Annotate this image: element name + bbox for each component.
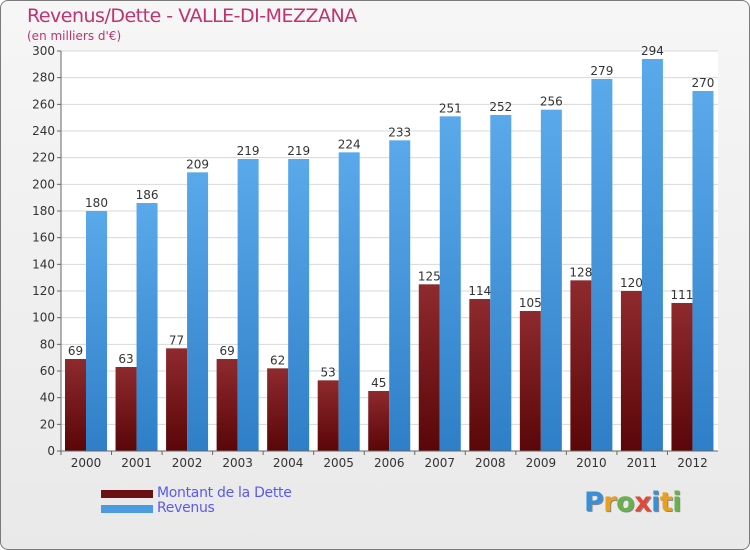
- bar-dette: [267, 368, 289, 451]
- legend-label-debt: Montant de la Dette: [157, 485, 292, 501]
- y-tick-label: 60: [40, 364, 55, 378]
- y-tick-label: 240: [32, 124, 55, 138]
- data-label: 120: [620, 276, 643, 290]
- y-tick-label: 260: [32, 97, 55, 111]
- data-label: 251: [439, 101, 462, 115]
- bar-dette: [65, 359, 86, 451]
- x-tick-label: 2008: [475, 456, 506, 470]
- y-tick-label: 0: [47, 444, 55, 458]
- x-tick-label: 2007: [424, 456, 455, 470]
- data-label: 294: [641, 44, 664, 58]
- data-label: 270: [692, 76, 715, 90]
- logo-letter: P: [584, 487, 604, 518]
- data-label: 69: [68, 344, 83, 358]
- x-tick-label: 2002: [172, 456, 203, 470]
- data-label: 45: [371, 376, 386, 390]
- data-label: 128: [569, 265, 592, 279]
- y-tick-label: 180: [32, 204, 55, 218]
- x-tick-label: 2005: [323, 456, 354, 470]
- y-tick-label: 300: [32, 44, 55, 58]
- bar-dette: [418, 284, 440, 451]
- data-label: 219: [237, 144, 260, 158]
- data-label: 125: [418, 269, 441, 283]
- x-tick-label: 2003: [222, 456, 253, 470]
- bar-revenus: [338, 152, 360, 452]
- bar-revenus: [237, 159, 259, 451]
- data-label: 252: [489, 100, 512, 114]
- y-tick-label: 20: [40, 417, 55, 431]
- bar-revenus: [591, 79, 613, 451]
- y-tick-label: 120: [32, 284, 55, 298]
- bar-dette: [317, 380, 339, 451]
- bar-dette: [519, 311, 541, 451]
- bar-dette: [166, 348, 188, 451]
- data-label: 209: [186, 157, 209, 171]
- data-label: 69: [219, 344, 234, 358]
- legend-label-revenus: Revenus: [157, 500, 215, 516]
- bar-revenus: [439, 116, 461, 451]
- bar-dette: [671, 303, 693, 451]
- bar-revenus: [641, 59, 663, 451]
- data-label: 114: [468, 284, 491, 298]
- data-label: 180: [85, 196, 108, 210]
- bar-revenus: [490, 115, 512, 451]
- bar-revenus: [692, 91, 714, 451]
- x-tick-label: 2010: [576, 456, 607, 470]
- data-label: 77: [169, 333, 184, 347]
- logo-letter: t: [659, 487, 673, 518]
- bar-dette: [216, 359, 238, 451]
- x-tick-label: 2012: [677, 456, 708, 470]
- data-label: 186: [136, 188, 159, 202]
- chart-title: Revenus/Dette - VALLE-DI-MEZZANA: [27, 5, 357, 27]
- legend-swatch-debt: [101, 490, 153, 498]
- bar-dette: [469, 299, 491, 451]
- bar-revenus: [389, 140, 411, 452]
- x-tick-label: 2011: [627, 456, 658, 470]
- y-tick-label: 100: [32, 311, 55, 325]
- data-label: 111: [671, 288, 694, 302]
- logo-letter: i: [651, 487, 660, 518]
- bar-revenus: [86, 211, 107, 451]
- x-tick-label: 2006: [374, 456, 405, 470]
- logo-letter: x: [634, 487, 652, 518]
- x-tick-label: 2009: [526, 456, 557, 470]
- proxiti-logo: Proxiti: [584, 487, 682, 518]
- bar-dette: [368, 391, 390, 451]
- data-label: 224: [338, 137, 361, 151]
- data-label: 219: [287, 144, 310, 158]
- bar-dette: [570, 280, 592, 451]
- y-tick-label: 80: [40, 337, 55, 351]
- data-label: 62: [270, 353, 285, 367]
- x-tick-label: 2001: [121, 456, 152, 470]
- bar-revenus: [136, 203, 158, 451]
- bar-revenus: [187, 172, 209, 452]
- data-label: 105: [519, 296, 542, 310]
- data-label: 63: [118, 352, 133, 366]
- bar-dette: [115, 367, 137, 451]
- chart-subtitle: (en milliers d'€): [27, 29, 122, 43]
- x-tick-label: 2004: [273, 456, 304, 470]
- y-tick-label: 140: [32, 257, 55, 271]
- bar-revenus: [288, 159, 310, 451]
- data-label: 279: [590, 64, 613, 78]
- legend-swatch-revenus: [101, 505, 153, 513]
- y-tick-label: 40: [40, 391, 55, 405]
- bar-revenus: [540, 109, 562, 452]
- y-tick-label: 160: [32, 231, 55, 245]
- data-label: 53: [321, 365, 336, 379]
- y-tick-label: 220: [32, 151, 55, 165]
- x-tick-label: 2000: [71, 456, 102, 470]
- bar-dette: [620, 291, 642, 451]
- logo-letter: i: [672, 487, 682, 518]
- logo-letter: r: [603, 487, 617, 518]
- data-label: 233: [388, 125, 411, 139]
- logo-letter: o: [616, 487, 635, 518]
- y-tick-label: 280: [32, 71, 55, 85]
- y-tick-label: 200: [32, 177, 55, 191]
- data-label: 256: [540, 95, 563, 109]
